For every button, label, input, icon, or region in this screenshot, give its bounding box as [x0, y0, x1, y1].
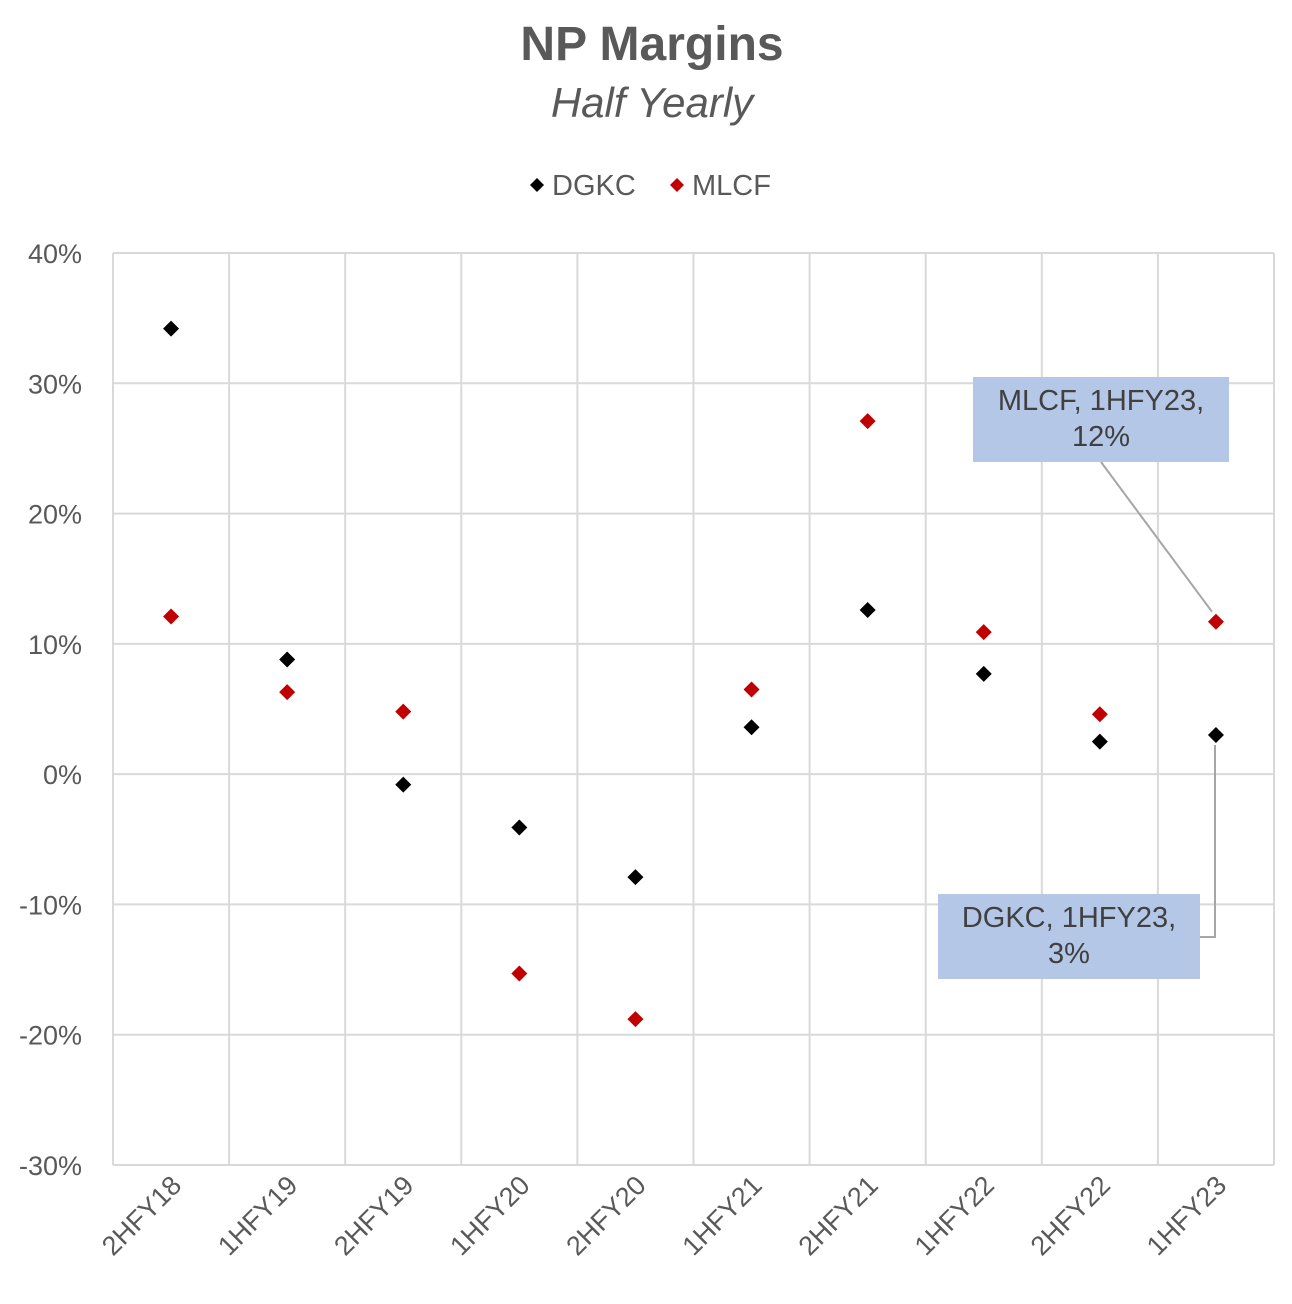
point-dgkc-2hfy22: [1091, 733, 1108, 750]
y-tick-label-30: 30%: [28, 369, 82, 399]
callout-dgkc-line1: DGKC, 1HFY23,: [962, 902, 1176, 934]
y-tick-label--30: -30%: [19, 1151, 82, 1181]
point-mlcf-2hfy22: [1091, 706, 1108, 723]
x-tick-label-2hfy18: 2HFY18: [96, 1170, 187, 1261]
x-axis: 2HFY18 1HFY19 2HFY19 1HFY20 2HFY20 1HFY21 2HFY…: [96, 1170, 1232, 1261]
point-dgkc-1hfy23: [1207, 727, 1224, 744]
point-mlcf-1hfy23: [1207, 613, 1224, 630]
chart-subtitle: Half Yearly: [551, 79, 756, 126]
callout-mlcf-line1: MLCF, 1HFY23,: [998, 385, 1204, 417]
y-tick-label--20: -20%: [19, 1021, 82, 1051]
callout-dgkc-box: [938, 894, 1200, 979]
y-tick-label-40: 40%: [28, 239, 82, 269]
x-tick-label-2hfy22: 2HFY22: [1025, 1170, 1116, 1261]
y-tick-label-10: 10%: [28, 630, 82, 660]
point-dgkc-2hfy19: [395, 776, 412, 793]
point-mlcf-1hfy20: [511, 965, 528, 982]
x-tick-label-2hfy20: 2HFY20: [560, 1170, 651, 1261]
point-mlcf-2hfy19: [395, 703, 412, 720]
point-mlcf-1hfy21: [743, 681, 760, 698]
x-tick-label-2hfy19: 2HFY19: [328, 1170, 419, 1261]
y-axis: -30% -20% -10% 0% 10% 20% 30% 40%: [19, 239, 82, 1181]
point-mlcf-2hfy21: [859, 413, 876, 430]
leader-line-mlcf: [1100, 461, 1213, 613]
legend-label-mlcf: MLCF: [692, 170, 771, 202]
point-mlcf-2hfy18: [163, 608, 180, 625]
data-points: [163, 320, 1224, 1028]
y-tick-label--10: -10%: [19, 890, 82, 920]
legend: DGKC MLCF: [530, 170, 771, 202]
point-dgkc-2hfy18: [163, 320, 180, 337]
legend-marker-dgkc: [530, 178, 544, 192]
point-mlcf-2hfy20: [627, 1011, 644, 1028]
x-tick-label-1hfy23: 1HFY23: [1141, 1170, 1232, 1261]
point-dgkc-2hfy20: [627, 869, 644, 886]
callout-dgkc: DGKC, 1HFY23, 3%: [938, 894, 1200, 979]
legend-marker-mlcf: [670, 178, 684, 192]
point-mlcf-1hfy22: [975, 624, 992, 641]
point-dgkc-2hfy21: [859, 601, 876, 618]
x-tick-label-1hfy21: 1HFY21: [677, 1170, 768, 1261]
point-dgkc-1hfy19: [279, 651, 296, 668]
x-tick-label-1hfy22: 1HFY22: [909, 1170, 1000, 1261]
callout-mlcf-line2: 12%: [1072, 421, 1130, 453]
point-dgkc-1hfy21: [743, 719, 760, 736]
point-dgkc-1hfy22: [975, 665, 992, 682]
callout-leader-lines: [1100, 461, 1216, 938]
x-tick-label-2hfy21: 2HFY21: [793, 1170, 884, 1261]
x-tick-label-1hfy20: 1HFY20: [444, 1170, 535, 1261]
callout-mlcf: MLCF, 1HFY23, 12%: [973, 377, 1229, 462]
point-mlcf-1hfy19: [279, 684, 296, 701]
y-tick-label-0: 0%: [43, 760, 82, 790]
y-tick-label-20: 20%: [28, 500, 82, 530]
legend-label-dgkc: DGKC: [552, 170, 636, 202]
leader-line-dgkc: [1200, 745, 1216, 938]
callout-dgkc-line2: 3%: [1048, 938, 1090, 970]
gridlines: [112, 252, 1275, 1166]
callout-mlcf-box: [973, 377, 1229, 462]
chart-title: NP Margins: [520, 18, 783, 71]
point-dgkc-1hfy20: [511, 819, 528, 836]
x-tick-label-1hfy19: 1HFY19: [212, 1170, 303, 1261]
